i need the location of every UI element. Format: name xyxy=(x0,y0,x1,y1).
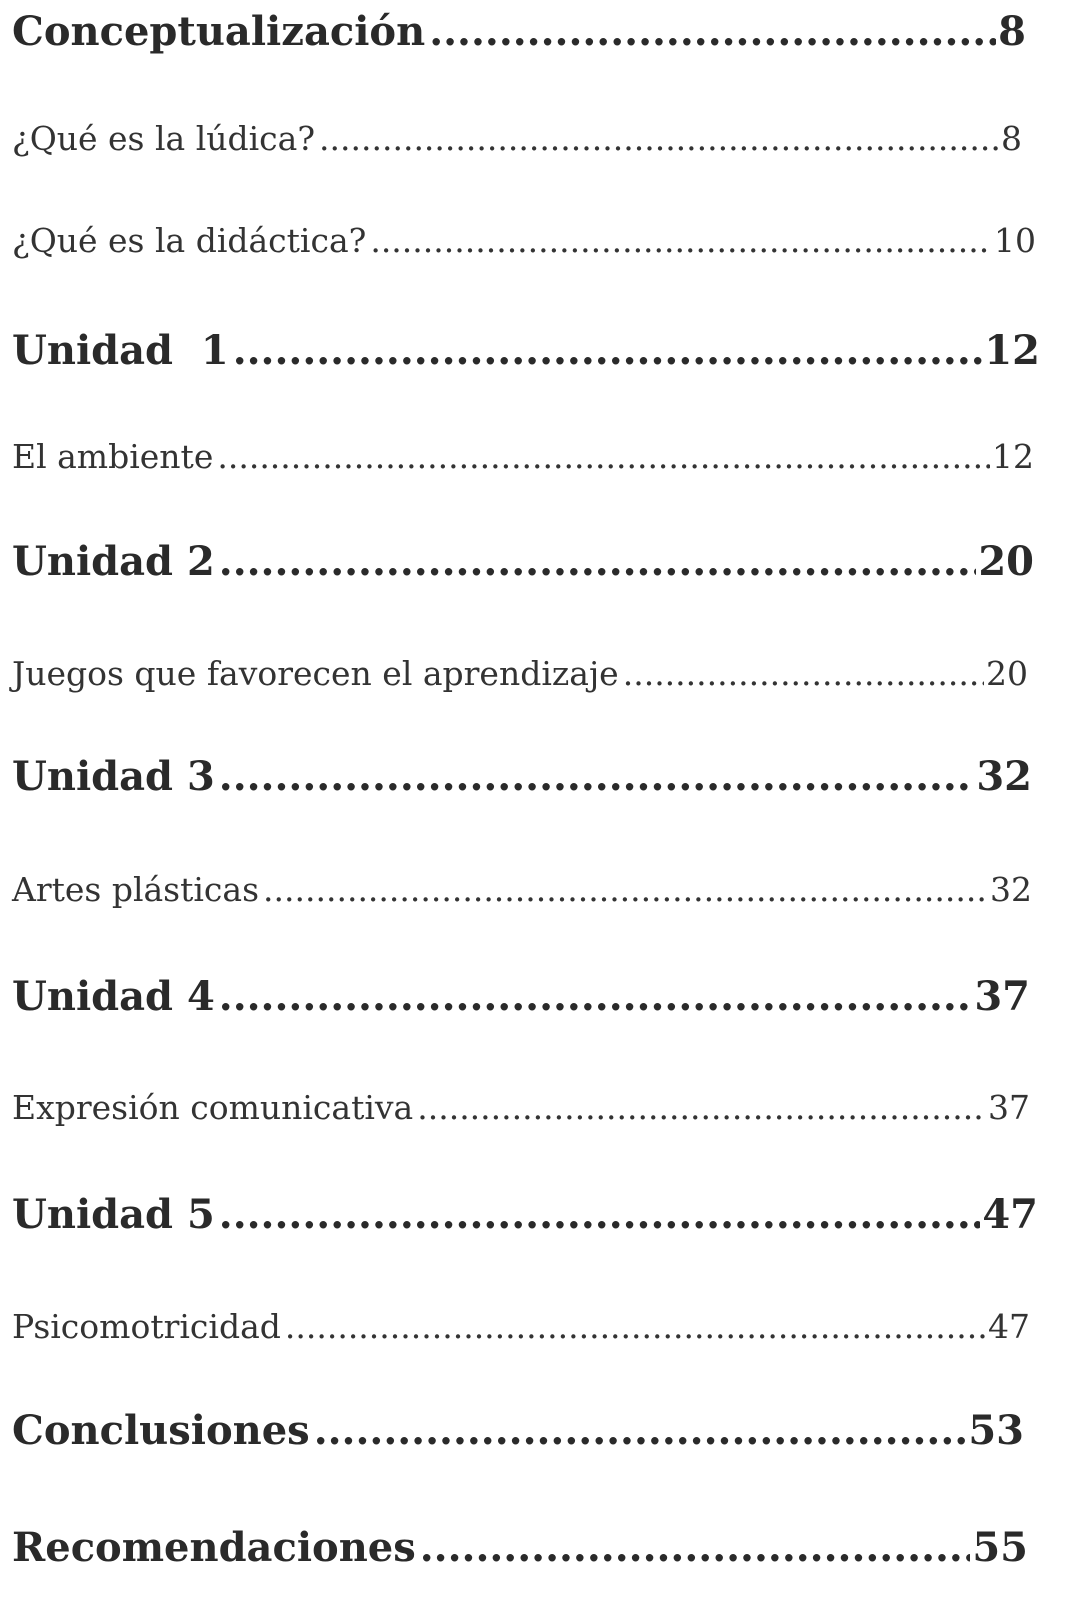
toc-entry-conclusiones[interactable]: Conclusiones 53 xyxy=(12,1407,1024,1454)
toc-entry-label: Juegos que favorecen el aprendizaje xyxy=(12,654,619,693)
dot-leader xyxy=(219,753,975,800)
toc-entry-juegos[interactable]: Juegos que favorecen el aprendizaje 20 xyxy=(12,654,1028,693)
toc-entry-label: Unidad 2 xyxy=(12,538,215,585)
toc-entry-label: Expresión comunicativa xyxy=(12,1088,414,1127)
dot-leader xyxy=(420,1524,971,1571)
toc-entry-unidad-3[interactable]: Unidad 3 32 xyxy=(12,753,1032,800)
toc-entry-label: Psicomotricidad xyxy=(12,1307,281,1346)
toc-entry-unidad-2[interactable]: Unidad 2 20 xyxy=(12,538,1034,585)
dot-leader xyxy=(233,327,983,374)
dot-leader xyxy=(623,654,984,693)
toc-entry-label: Unidad 3 xyxy=(12,753,215,800)
toc-entry-label: Conclusiones xyxy=(12,1407,310,1454)
toc-entry-page: 53 xyxy=(968,1407,1024,1454)
dot-leader xyxy=(429,8,996,55)
toc-entry-page: 32 xyxy=(990,870,1032,909)
toc-entry-label: ¿Qué es la lúdica? xyxy=(12,119,316,158)
toc-entry-que-es-la-ludica[interactable]: ¿Qué es la lúdica? 8 xyxy=(12,119,1022,158)
toc-entry-page: 8 xyxy=(1001,119,1022,158)
toc-entry-que-es-la-didactica[interactable]: ¿Qué es la didáctica? 10 xyxy=(12,221,1036,260)
toc-entry-label: ¿Qué es la didáctica? xyxy=(12,221,367,260)
toc-entry-unidad-4[interactable]: Unidad 4 37 xyxy=(12,973,1030,1020)
toc-entry-label: Conceptualización xyxy=(12,8,426,55)
dot-leader xyxy=(370,221,992,260)
toc-entry-page: 37 xyxy=(988,1088,1030,1127)
toc-entry-label: Recomendaciones xyxy=(12,1524,416,1571)
dot-leader xyxy=(219,973,973,1020)
dot-leader xyxy=(314,1407,967,1454)
toc-entry-page: 47 xyxy=(988,1307,1030,1346)
toc-entry-page: 32 xyxy=(976,753,1032,800)
dot-leader xyxy=(219,1191,981,1238)
toc-entry-label: Unidad 4 xyxy=(12,973,215,1020)
toc-entry-label: Artes plásticas xyxy=(12,870,260,909)
toc-entry-artes-plasticas[interactable]: Artes plásticas 32 xyxy=(12,870,1032,909)
dot-leader xyxy=(285,1307,986,1346)
toc-entry-label: Unidad 5 xyxy=(12,1191,215,1238)
dot-leader xyxy=(219,538,977,585)
dot-leader xyxy=(263,870,988,909)
toc-entry-conceptualizacion[interactable]: Conceptualización 8 xyxy=(12,8,1026,55)
toc-entry-el-ambiente[interactable]: El ambiente 12 xyxy=(12,437,1034,476)
dot-leader xyxy=(217,437,990,476)
toc-entry-page: 20 xyxy=(978,538,1034,585)
toc-entry-page: 12 xyxy=(992,437,1034,476)
toc-entry-page: 37 xyxy=(974,973,1030,1020)
dot-leader xyxy=(417,1088,986,1127)
toc-entry-page: 47 xyxy=(982,1191,1038,1238)
toc-entry-page: 10 xyxy=(994,221,1036,260)
toc-entry-expresion-comunicativa[interactable]: Expresión comunicativa 37 xyxy=(12,1088,1030,1127)
toc-entry-label: Unidad 1 xyxy=(12,327,229,374)
toc-entry-page: 12 xyxy=(984,327,1040,374)
toc-entry-page: 55 xyxy=(972,1524,1028,1571)
toc-entry-psicomotricidad[interactable]: Psicomotricidad 47 xyxy=(12,1307,1030,1346)
dot-leader xyxy=(319,119,999,158)
toc-entry-page: 20 xyxy=(986,654,1028,693)
toc-entry-recomendaciones[interactable]: Recomendaciones 55 xyxy=(12,1524,1028,1571)
toc-entry-unidad-5[interactable]: Unidad 5 47 xyxy=(12,1191,1038,1238)
toc-entry-unidad-1[interactable]: Unidad 1 12 xyxy=(12,327,1040,374)
toc-entry-page: 8 xyxy=(998,8,1026,55)
toc-entry-label: El ambiente xyxy=(12,437,214,476)
